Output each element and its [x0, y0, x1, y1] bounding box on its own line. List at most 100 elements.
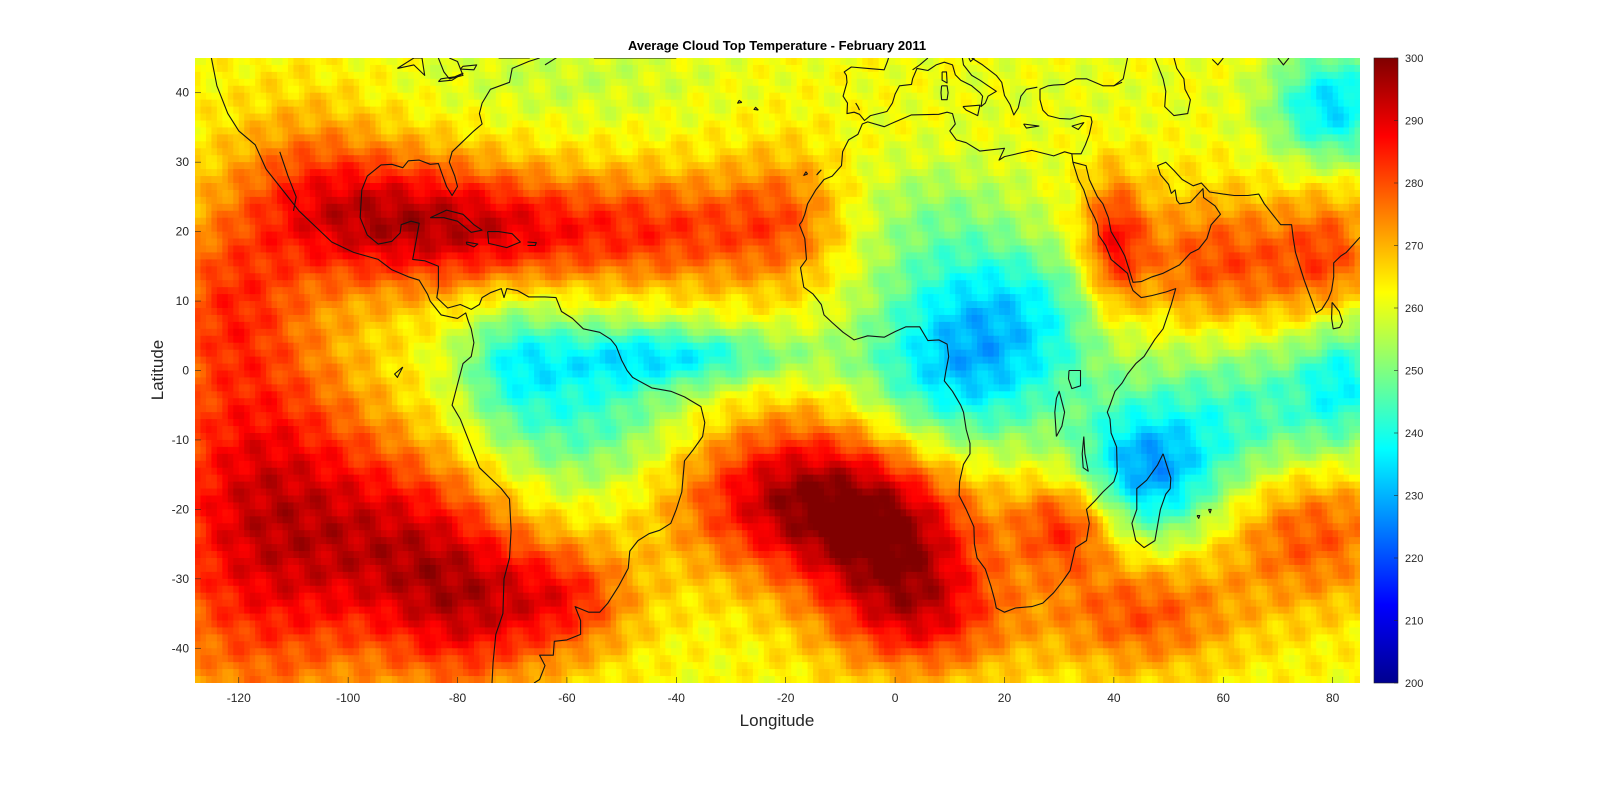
- heatmap-cell: [365, 100, 371, 108]
- heatmap-cell: [1092, 93, 1098, 101]
- heatmap-cell: [572, 169, 578, 177]
- heatmap-cell: [917, 211, 923, 219]
- heatmap-cell: [239, 86, 245, 94]
- heatmap-cell: [868, 155, 874, 163]
- heatmap-cell: [753, 141, 759, 149]
- heatmap-cell: [315, 162, 321, 170]
- heatmap-cell: [1344, 127, 1350, 135]
- heatmap-cell: [228, 65, 234, 73]
- heatmap-cell: [1294, 79, 1300, 87]
- heatmap-cell: [1218, 183, 1224, 191]
- heatmap-cell: [594, 100, 600, 108]
- heatmap-cell: [1076, 148, 1082, 156]
- heatmap-cell: [693, 127, 699, 135]
- heatmap-cell: [479, 169, 485, 177]
- heatmap-cell: [633, 79, 639, 87]
- heatmap-cell: [529, 72, 535, 80]
- heatmap-cell: [1097, 183, 1103, 191]
- heatmap-cell: [824, 162, 830, 170]
- heatmap-cell: [463, 72, 469, 80]
- heatmap-cell: [1147, 79, 1153, 87]
- heatmap-cell: [1108, 86, 1114, 94]
- heatmap-cell: [1333, 93, 1339, 101]
- heatmap-cell: [1180, 141, 1186, 149]
- heatmap-cell: [441, 197, 447, 205]
- heatmap-cell: [529, 218, 535, 226]
- heatmap-cell: [808, 148, 814, 156]
- heatmap-cell: [266, 190, 272, 198]
- heatmap-cell: [665, 121, 671, 129]
- heatmap-cell: [638, 197, 644, 205]
- heatmap-cell: [1223, 86, 1229, 94]
- heatmap-cell: [1141, 141, 1147, 149]
- heatmap-cell: [1043, 121, 1049, 129]
- heatmap-cell: [1305, 211, 1311, 219]
- heatmap-cell: [397, 141, 403, 149]
- heatmap-cell: [441, 114, 447, 122]
- heatmap-cell: [1054, 127, 1060, 135]
- heatmap-cell: [430, 204, 436, 212]
- heatmap-cell: [622, 197, 628, 205]
- heatmap-cell: [195, 114, 201, 122]
- heatmap-cell: [485, 176, 491, 184]
- heatmap-cell: [693, 204, 699, 212]
- heatmap-cell: [1223, 141, 1229, 149]
- heatmap-cell: [1070, 93, 1076, 101]
- heatmap-cell: [545, 141, 551, 149]
- heatmap-cell: [605, 79, 611, 87]
- heatmap-cell: [851, 148, 857, 156]
- heatmap-cell: [529, 65, 535, 73]
- heatmap-cell: [512, 190, 518, 198]
- heatmap-cell: [933, 127, 939, 135]
- heatmap-cell: [386, 121, 392, 129]
- heatmap-cell: [999, 190, 1005, 198]
- heatmap-cell: [534, 176, 540, 184]
- heatmap-cell: [1092, 65, 1098, 73]
- heatmap-cell: [851, 114, 857, 122]
- heatmap-cell: [922, 86, 928, 94]
- heatmap-cell: [862, 211, 868, 219]
- heatmap-cell: [1026, 100, 1032, 108]
- heatmap-cell: [365, 107, 371, 115]
- heatmap-cell: [222, 183, 228, 191]
- heatmap-cell: [1054, 211, 1060, 219]
- heatmap-cell: [233, 211, 239, 219]
- heatmap-cell: [961, 190, 967, 198]
- heatmap-cell: [611, 114, 617, 122]
- heatmap-cell: [1081, 86, 1087, 94]
- heatmap-cell: [277, 65, 283, 73]
- heatmap-cell: [687, 114, 693, 122]
- heatmap-cell: [813, 65, 819, 73]
- heatmap-cell: [600, 176, 606, 184]
- heatmap-cell: [988, 211, 994, 219]
- heatmap-cell: [540, 93, 546, 101]
- heatmap-cell: [397, 121, 403, 129]
- heatmap-cell: [572, 93, 578, 101]
- heatmap-cell: [419, 176, 425, 184]
- heatmap-cell: [397, 148, 403, 156]
- heatmap-cell: [277, 100, 283, 108]
- heatmap-cell: [966, 169, 972, 177]
- heatmap-cell: [890, 204, 896, 212]
- heatmap-cell: [561, 107, 567, 115]
- heatmap-cell: [310, 114, 316, 122]
- heatmap-cell: [255, 127, 261, 135]
- heatmap-cell: [1256, 204, 1262, 212]
- heatmap-cell: [890, 176, 896, 184]
- heatmap-cell: [1289, 100, 1295, 108]
- heatmap-cell: [1311, 93, 1317, 101]
- heatmap-cell: [1349, 72, 1355, 80]
- heatmap-cell: [578, 197, 584, 205]
- heatmap-cell: [1032, 190, 1038, 198]
- heatmap-cell: [627, 141, 633, 149]
- heatmap-cell: [1316, 169, 1322, 177]
- heatmap-cell: [977, 183, 983, 191]
- heatmap-cell: [1180, 148, 1186, 156]
- heatmap-cell: [534, 141, 540, 149]
- heatmap-cell: [720, 141, 726, 149]
- heatmap-cell: [747, 121, 753, 129]
- heatmap-cell: [994, 204, 1000, 212]
- heatmap-cell: [671, 121, 677, 129]
- heatmap-cell: [572, 127, 578, 135]
